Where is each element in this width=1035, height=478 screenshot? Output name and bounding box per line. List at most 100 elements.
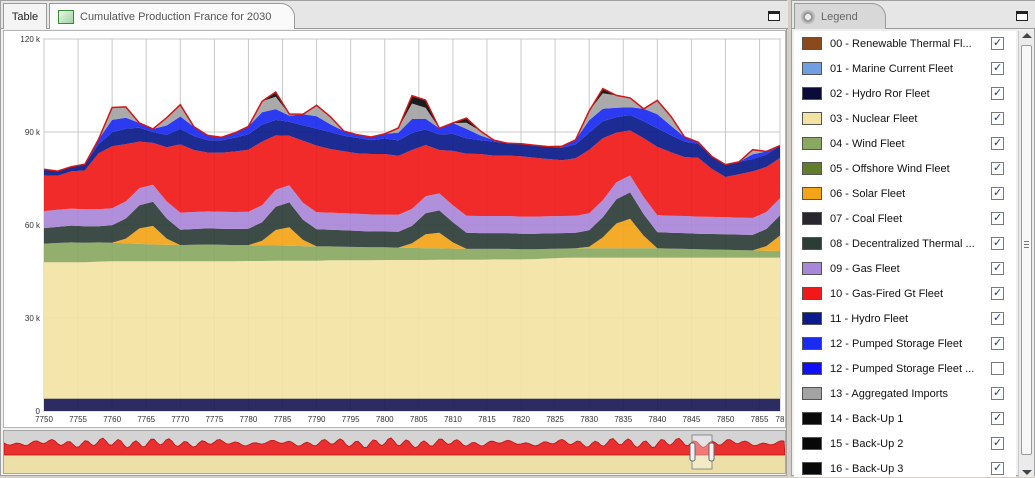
legend-panel: Legend 00 - Renewable Thermal Fl... 01 - … xyxy=(791,0,1035,477)
x-tick-label: 7815 xyxy=(478,415,496,424)
legend-checkbox[interactable] xyxy=(991,87,1004,100)
legend-item[interactable]: 09 - Gas Fleet xyxy=(794,256,1016,281)
legend-swatch xyxy=(802,37,822,50)
legend-swatch xyxy=(802,112,822,125)
y-tick-label: 90 k xyxy=(25,128,41,137)
tab-table[interactable]: Table xyxy=(3,3,47,29)
legend-checkbox[interactable] xyxy=(991,187,1004,200)
legend-checkbox[interactable] xyxy=(991,437,1004,450)
legend-scrollbar[interactable] xyxy=(1018,31,1034,477)
maximize-legend-panel-icon[interactable] xyxy=(1016,11,1028,21)
y-tick-label: 60 k xyxy=(25,221,41,230)
legend-checkbox[interactable] xyxy=(991,462,1004,475)
tab-legend[interactable]: Legend xyxy=(794,3,886,29)
x-tick-label: 7840 xyxy=(648,415,666,424)
x-tick-label: 7845 xyxy=(683,415,701,424)
legend-checkbox[interactable] xyxy=(991,362,1004,375)
x-tick-label: 7790 xyxy=(308,415,326,424)
navigator-overview-area xyxy=(3,437,786,456)
legend-checkbox[interactable] xyxy=(991,387,1004,400)
legend-item[interactable]: 01 - Marine Current Fleet xyxy=(794,56,1016,81)
stacked-area-chart[interactable]: 0 30 k 60 k 90 k 120 k 7750 7755 7760 7765 7770 77… xyxy=(3,30,786,428)
chart-icon xyxy=(58,9,74,24)
legend-checkbox[interactable] xyxy=(991,237,1004,250)
scroll-down-icon[interactable] xyxy=(1022,470,1032,475)
legend-checkbox[interactable] xyxy=(991,62,1004,75)
legend-label: 09 - Gas Fleet xyxy=(830,262,900,275)
total-line xyxy=(43,87,781,172)
legend-item[interactable]: 05 - Offshore Wind Fleet xyxy=(794,156,1016,181)
x-tick-label: 78 xyxy=(776,415,785,424)
legend-label: 12 - Pumped Storage Fleet ... xyxy=(830,362,975,375)
y-tick-label: 0 xyxy=(36,407,41,416)
x-tick-label: 7785 xyxy=(274,415,292,424)
navigator-right-handle[interactable] xyxy=(708,442,715,462)
y-tick-label: 30 k xyxy=(25,314,41,323)
legend-checkbox[interactable] xyxy=(991,312,1004,325)
series-area xyxy=(44,130,780,218)
legend-swatch xyxy=(802,262,822,275)
legend-item[interactable]: 16 - Back-Up 3 xyxy=(794,456,1016,477)
legend-label: 01 - Marine Current Fleet xyxy=(830,62,953,75)
x-tick-label: 7795 xyxy=(342,415,360,424)
x-tick-label: 7810 xyxy=(444,415,462,424)
tab-chart[interactable]: Cumulative Production France for 2030 xyxy=(49,3,295,29)
legend-checkbox[interactable] xyxy=(991,112,1004,125)
legend-list: 00 - Renewable Thermal Fl... 01 - Marine … xyxy=(794,31,1016,477)
legend-item[interactable]: 04 - Wind Fleet xyxy=(794,131,1016,156)
x-tick-label: 7855 xyxy=(751,415,769,424)
series-area xyxy=(44,257,780,399)
legend-checkbox[interactable] xyxy=(991,137,1004,150)
legend-item[interactable]: 12 - Pumped Storage Fleet xyxy=(794,331,1016,356)
legend-swatch xyxy=(802,212,822,225)
legend-checkbox[interactable] xyxy=(991,212,1004,225)
legend-swatch xyxy=(802,162,822,175)
legend-swatch xyxy=(802,62,822,75)
legend-item[interactable]: 02 - Hydro Ror Fleet xyxy=(794,81,1016,106)
legend-swatch xyxy=(802,462,822,475)
legend-item[interactable]: 13 - Aggregated Imports xyxy=(794,381,1016,406)
legend-item[interactable]: 11 - Hydro Fleet xyxy=(794,306,1016,331)
legend-checkbox[interactable] xyxy=(991,337,1004,350)
gear-icon xyxy=(801,9,815,24)
legend-swatch xyxy=(802,237,822,250)
legend-item[interactable]: 06 - Solar Fleet xyxy=(794,181,1016,206)
legend-checkbox[interactable] xyxy=(991,162,1004,175)
legend-swatch xyxy=(802,312,822,325)
legend-label: 10 - Gas-Fired Gt Fleet xyxy=(830,287,944,300)
legend-swatch xyxy=(802,87,822,100)
series-area xyxy=(44,107,780,172)
legend-item[interactable]: 10 - Gas-Fired Gt Fleet xyxy=(794,281,1016,306)
legend-swatch xyxy=(802,187,822,200)
legend-checkbox[interactable] xyxy=(991,287,1004,300)
legend-label: 13 - Aggregated Imports xyxy=(830,387,949,400)
legend-checkbox[interactable] xyxy=(991,412,1004,425)
legend-item[interactable]: 15 - Back-Up 2 xyxy=(794,431,1016,456)
scroll-grip-icon xyxy=(1024,241,1029,242)
legend-swatch xyxy=(802,287,822,300)
x-tick-label: 7830 xyxy=(580,415,598,424)
legend-item[interactable]: 08 - Decentralized Thermal ... xyxy=(794,231,1016,256)
legend-checkbox[interactable] xyxy=(991,37,1004,50)
time-navigator[interactable] xyxy=(3,430,786,474)
navigator-left-handle[interactable] xyxy=(689,442,696,462)
scroll-up-icon[interactable] xyxy=(1022,33,1032,38)
series-area xyxy=(44,242,780,263)
legend-item[interactable]: 03 - Nuclear Fleet xyxy=(794,106,1016,131)
series-area xyxy=(44,398,780,411)
legend-item[interactable]: 14 - Back-Up 1 xyxy=(794,406,1016,431)
scroll-thumb[interactable] xyxy=(1021,45,1032,455)
series-area xyxy=(44,93,780,172)
legend-tabbar: Legend xyxy=(792,1,1035,29)
legend-label: 05 - Offshore Wind Fleet xyxy=(830,162,950,175)
legend-item[interactable]: 00 - Renewable Thermal Fl... xyxy=(794,31,1016,56)
legend-item[interactable]: 12 - Pumped Storage Fleet ... xyxy=(794,356,1016,381)
x-tick-label: 7805 xyxy=(410,415,428,424)
legend-swatch xyxy=(802,137,822,150)
legend-item[interactable]: 07 - Coal Fleet xyxy=(794,206,1016,231)
legend-checkbox[interactable] xyxy=(991,262,1004,275)
maximize-chart-panel-icon[interactable] xyxy=(768,11,780,21)
legend-label: 03 - Nuclear Fleet xyxy=(830,112,918,125)
x-tick-label: 7800 xyxy=(376,415,394,424)
legend-label: 08 - Decentralized Thermal ... xyxy=(830,237,975,250)
